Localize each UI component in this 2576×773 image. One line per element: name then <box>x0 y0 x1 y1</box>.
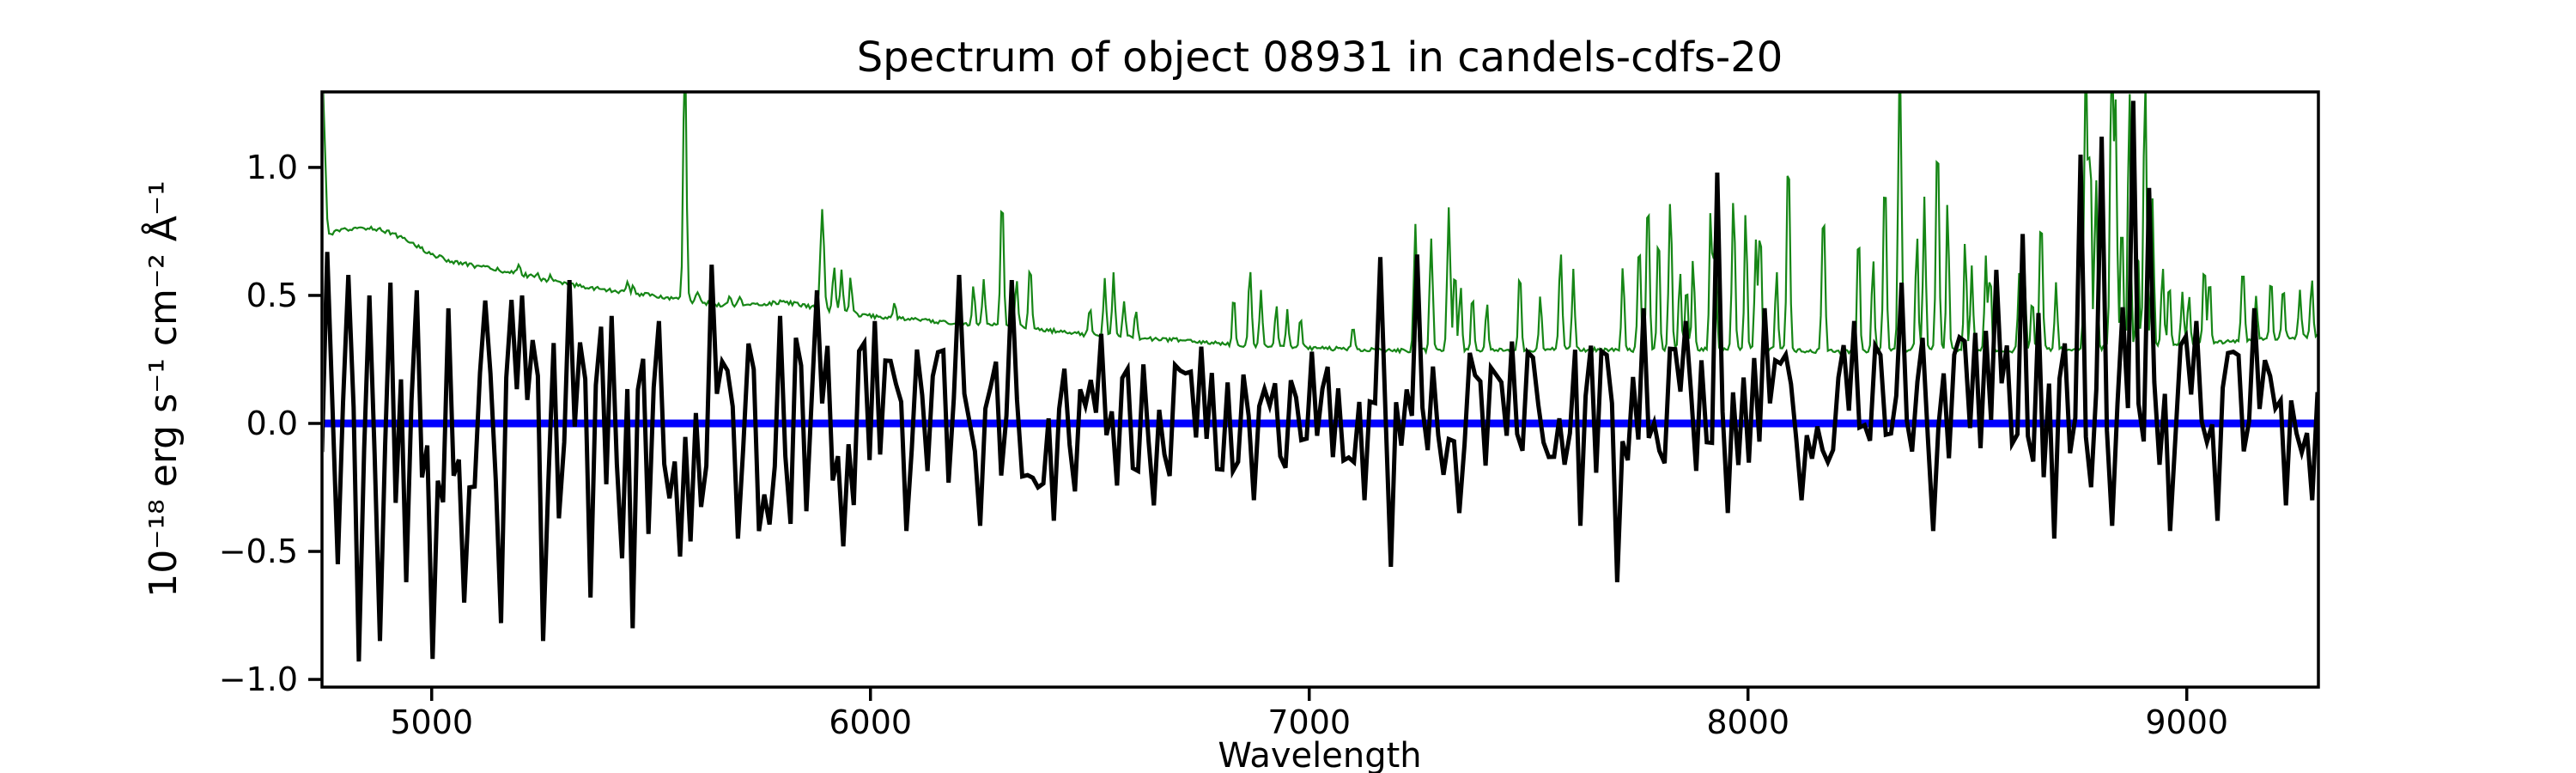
y-axis-label: 10⁻¹⁸ erg s⁻¹ cm⁻² Å⁻¹ <box>140 180 185 597</box>
x-tick-label: 5000 <box>390 703 473 741</box>
x-tick-label: 7000 <box>1267 703 1351 741</box>
x-axis-label: Wavelength <box>1218 736 1421 773</box>
chart-title: Spectrum of object 08931 in candels-cdfs… <box>857 33 1783 82</box>
axes-frame <box>320 90 2320 689</box>
y-tick-label: 0.5 <box>246 277 298 314</box>
noise-spectrum-line <box>324 92 2318 356</box>
x-axis-ticks: 5000 6000 7000 8000 9000 <box>390 687 2228 741</box>
y-axis-ticks: 1.0 0.5 0.0 −0.5 −1.0 <box>219 149 322 698</box>
y-tick-label: 1.0 <box>246 149 298 186</box>
observed-flux-line <box>324 100 2318 662</box>
plot-lines <box>324 92 2318 662</box>
y-tick-label: −1.0 <box>219 660 298 698</box>
x-tick-label: 9000 <box>2145 703 2228 741</box>
x-tick-label: 8000 <box>1706 703 1789 741</box>
x-tick-label: 6000 <box>829 703 912 741</box>
y-tick-label: −0.5 <box>219 533 298 570</box>
y-tick-label: 0.0 <box>246 405 298 442</box>
